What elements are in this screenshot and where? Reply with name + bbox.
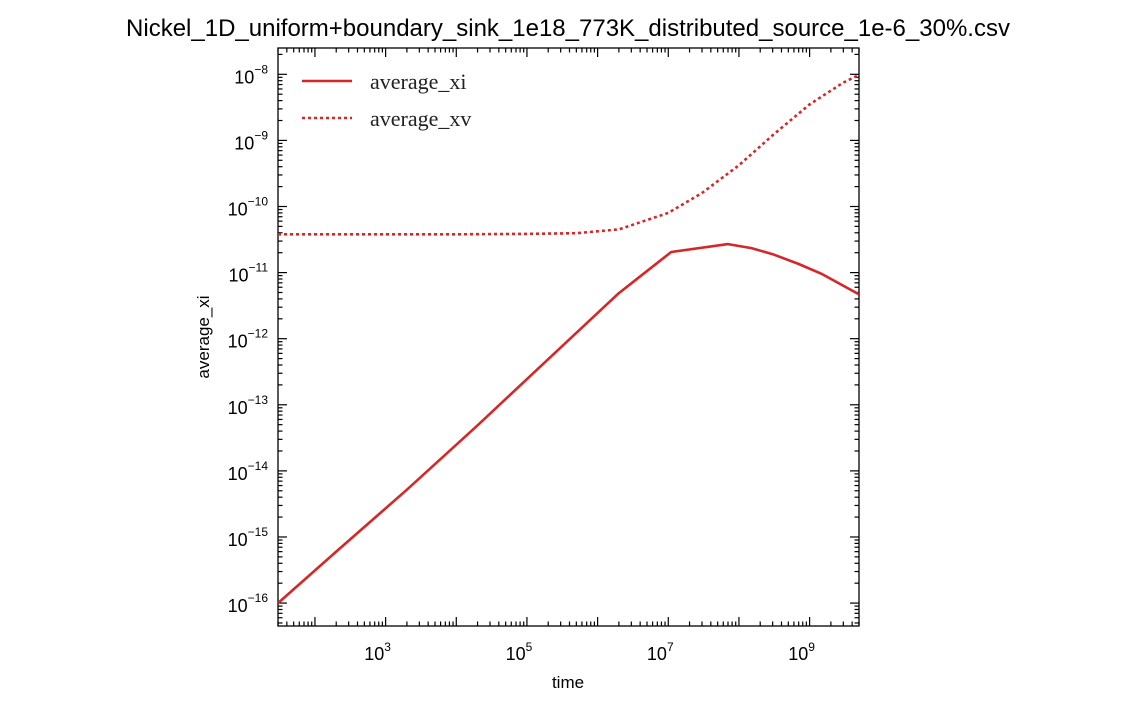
x-tick-label: 109 bbox=[788, 640, 815, 664]
y-axis: 10−16 10−15 10−14 10−13 10−12 10−11 10−10 10−9 1… bbox=[228, 53, 859, 624]
y-axis-label: average_xi bbox=[194, 295, 213, 378]
x-axis-label: time bbox=[552, 673, 584, 692]
x-tick-label: 107 bbox=[647, 640, 674, 664]
y-tick-label: 10−12 bbox=[228, 327, 269, 352]
legend-label-average-xi: average_xi bbox=[370, 69, 467, 94]
y-tick-label: 10−11 bbox=[229, 261, 269, 286]
y-tick-label: 10−16 bbox=[228, 591, 269, 616]
x-axis: 103 105 107 109 bbox=[277, 48, 860, 664]
legend-label-average-xv: average_xv bbox=[370, 106, 471, 131]
y-tick-label: 10−9 bbox=[234, 128, 268, 153]
plot-area-frame bbox=[277, 47, 860, 627]
x-tick-label: 103 bbox=[364, 640, 391, 664]
legend: average_xi average_xv bbox=[302, 69, 471, 131]
y-tick-label: 10−13 bbox=[228, 393, 269, 418]
chart-title: Nickel_1D_uniform+boundary_sink_1e18_773… bbox=[126, 15, 1010, 42]
y-tick-label: 10−10 bbox=[228, 194, 269, 219]
series-line-average-xi bbox=[278, 242, 859, 605]
y-tick-label: 10−15 bbox=[228, 525, 269, 550]
y-tick-label: 10−14 bbox=[228, 459, 269, 484]
x-tick-label: 105 bbox=[506, 640, 533, 664]
y-tick-label: 10−8 bbox=[234, 62, 268, 87]
series-layer bbox=[278, 73, 859, 605]
series-line-average-xv bbox=[278, 73, 859, 236]
